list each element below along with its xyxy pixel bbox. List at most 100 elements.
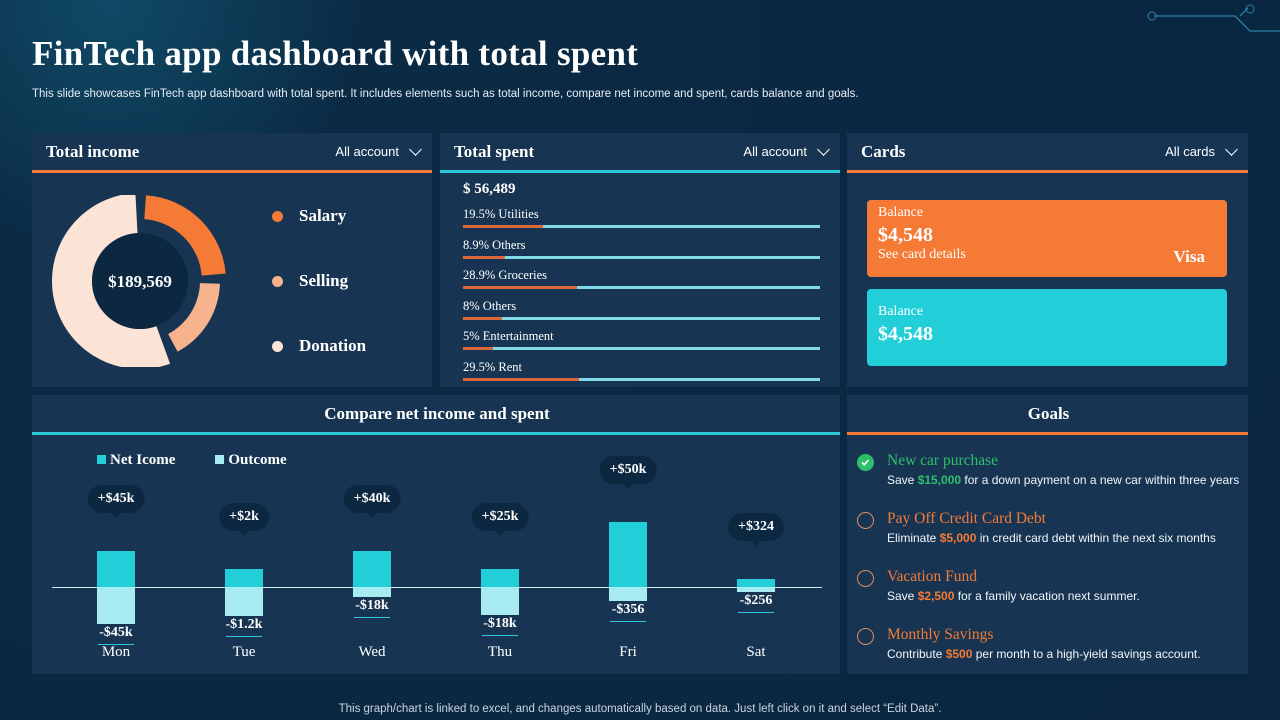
net-income-label: +$50k <box>599 456 657 489</box>
spent-category-row: 28.9% Groceries <box>463 268 820 289</box>
card-balance-amount: $4,548 <box>878 323 933 345</box>
outcome-label: -$45k <box>99 625 133 640</box>
spent-category-row: 5% Entertainment <box>463 329 820 350</box>
outcome-bar <box>609 587 647 601</box>
goal-text: for a down payment on a new car within t… <box>961 473 1240 487</box>
goal-amount: $2,500 <box>917 589 955 603</box>
day-label: Mon <box>101 644 131 660</box>
outcome-label: -$18k <box>483 616 517 631</box>
outcome-label: -$1.2k <box>225 617 263 632</box>
goal-title: Monthly Savings <box>887 626 994 643</box>
spent-category-label: 8% Others <box>463 298 517 313</box>
legend-label: Donation <box>299 336 367 355</box>
outcome-underline <box>738 612 774 613</box>
spent-category-row: 29.5% Rent <box>463 359 820 381</box>
second-card[interactable]: Balance $4,548 <box>867 289 1227 366</box>
goals-title: Goals <box>1027 403 1070 423</box>
spent-category-row: 19.5% Utilities <box>463 207 820 228</box>
spent-total: $ 56,489 <box>463 181 516 197</box>
total-income-panel: Total income All account $189,569 Salary… <box>32 133 432 387</box>
spent-track <box>463 377 820 381</box>
spent-fill-bar <box>463 286 578 289</box>
goal-description: Eliminate $5,000 in credit card debt wit… <box>887 531 1216 545</box>
legend-label: Salary <box>299 206 347 225</box>
net-income-label: +$2k <box>219 503 269 536</box>
goals-panel: Goals New car purchase Save $15,000 for … <box>847 395 1248 674</box>
goal-description: Contribute $500 per month to a high-yiel… <box>887 647 1201 661</box>
dropdown-value: All cards <box>1165 144 1215 159</box>
compare-title: Compare net income and spent <box>324 403 550 423</box>
card-balance-amount: $4,548 <box>878 224 933 246</box>
total-income-title: Total income <box>46 141 140 161</box>
chevron-down-icon <box>817 142 830 156</box>
income-donut-chart <box>52 195 226 367</box>
spent-fill-bar <box>463 225 544 228</box>
donut-segment-selling <box>168 283 220 352</box>
legend-label: Outcome <box>228 452 287 468</box>
legend-dot <box>272 210 283 222</box>
net-income-label: +$40k <box>343 485 401 518</box>
day-label: Thu <box>487 644 513 660</box>
spent-fill-bar <box>463 347 493 350</box>
outcome-underline <box>226 636 262 637</box>
check-circle-icon[interactable] <box>857 454 874 471</box>
net-income-label: +$324 <box>728 513 784 546</box>
goal-text: for a family vacation next summer. <box>954 589 1140 603</box>
outcome-underline <box>98 644 134 645</box>
day-label: Fri <box>619 644 637 660</box>
empty-circle-icon[interactable] <box>857 512 874 529</box>
day-label: Tue <box>232 644 256 660</box>
legend-net-income: Net Icome <box>97 452 175 469</box>
goal-text: Save <box>887 473 918 487</box>
goal-description: Save $15,000 for a down payment on a new… <box>887 473 1239 487</box>
goal-title: New car purchase <box>887 452 999 469</box>
spent-category-label: 29.5% Rent <box>463 359 523 374</box>
legend-outcome: Outcome <box>215 452 287 469</box>
card-brand: Visa <box>1173 247 1206 266</box>
goal-text: Eliminate <box>887 531 940 545</box>
page-title: FinTech app dashboard with total spent <box>32 34 639 73</box>
spent-category-label: 28.9% Groceries <box>463 268 547 282</box>
donut-segment-donation <box>52 195 171 367</box>
circuit-decoration <box>1147 4 1280 32</box>
goal-description: Save $2,500 for a family vacation next s… <box>887 589 1140 603</box>
empty-circle-icon[interactable] <box>857 628 874 645</box>
outcome-underline <box>482 635 518 636</box>
legend-label: Selling <box>299 271 349 290</box>
day-label: Sat <box>746 644 766 660</box>
spent-category-label: 19.5% Utilities <box>463 207 539 221</box>
income-account-dropdown[interactable]: All account <box>335 142 422 159</box>
see-card-details-link[interactable]: See card details <box>878 247 966 262</box>
empty-circle-icon[interactable] <box>857 570 874 587</box>
cards-dropdown[interactable]: All cards <box>1165 142 1238 159</box>
goals-header: Goals <box>847 395 1248 435</box>
day-label: Wed <box>358 644 386 660</box>
compare-header: Compare net income and spent <box>32 395 840 435</box>
legend-donation: Donation <box>272 336 366 356</box>
outcome-bar <box>481 587 519 615</box>
spent-category-row: 8.9% Others <box>463 238 820 259</box>
spent-track <box>463 316 820 320</box>
net-income-bar <box>353 551 391 587</box>
outcome-bar <box>97 587 135 624</box>
legend-dot <box>272 275 283 287</box>
spent-account-dropdown[interactable]: All account <box>743 142 830 159</box>
net-income-bar <box>97 551 135 587</box>
donut-segment-salary <box>144 195 226 276</box>
spent-track <box>463 286 820 289</box>
goal-title: Pay Off Credit Card Debt <box>887 510 1046 527</box>
card-balance-label: Balance <box>878 205 924 220</box>
visa-card[interactable]: Balance $4,548 See card details Visa <box>867 200 1227 277</box>
cards-title: Cards <box>861 141 906 161</box>
total-spent-panel: Total spent All account $ 56,489 19.5% U… <box>440 133 840 387</box>
goal-amount: $5,000 <box>939 531 977 545</box>
total-income-header: Total income All account <box>32 133 432 173</box>
goal-text: per month to a high-yield savings accoun… <box>972 647 1201 661</box>
compare-panel: Compare net income and spent Net Icome O… <box>32 395 840 674</box>
goal-text: in credit card debt within the next six … <box>976 531 1216 545</box>
net-income-label: +$25k <box>471 503 529 536</box>
net-income-bar <box>481 569 519 587</box>
outcome-bar <box>225 587 263 616</box>
footer-note: This graph/chart is linked to excel, and… <box>338 703 942 715</box>
legend-selling: Selling <box>272 271 348 291</box>
